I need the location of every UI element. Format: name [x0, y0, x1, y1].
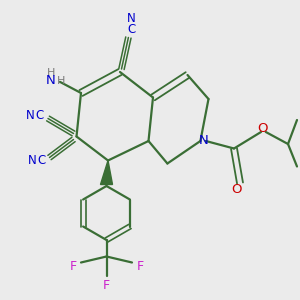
Polygon shape	[100, 160, 112, 184]
Text: H: H	[57, 76, 66, 86]
Text: H: H	[47, 68, 55, 78]
Text: C: C	[35, 109, 44, 122]
Text: O: O	[232, 183, 242, 196]
Text: N: N	[199, 134, 208, 148]
Text: N: N	[26, 109, 34, 122]
Text: N: N	[127, 11, 136, 25]
Text: N: N	[28, 154, 37, 167]
Text: F: F	[69, 260, 76, 274]
Text: F: F	[136, 260, 144, 274]
Text: O: O	[257, 122, 268, 135]
Text: F: F	[103, 279, 110, 292]
Text: C: C	[127, 22, 136, 36]
Text: N: N	[46, 74, 56, 88]
Text: C: C	[37, 154, 45, 167]
